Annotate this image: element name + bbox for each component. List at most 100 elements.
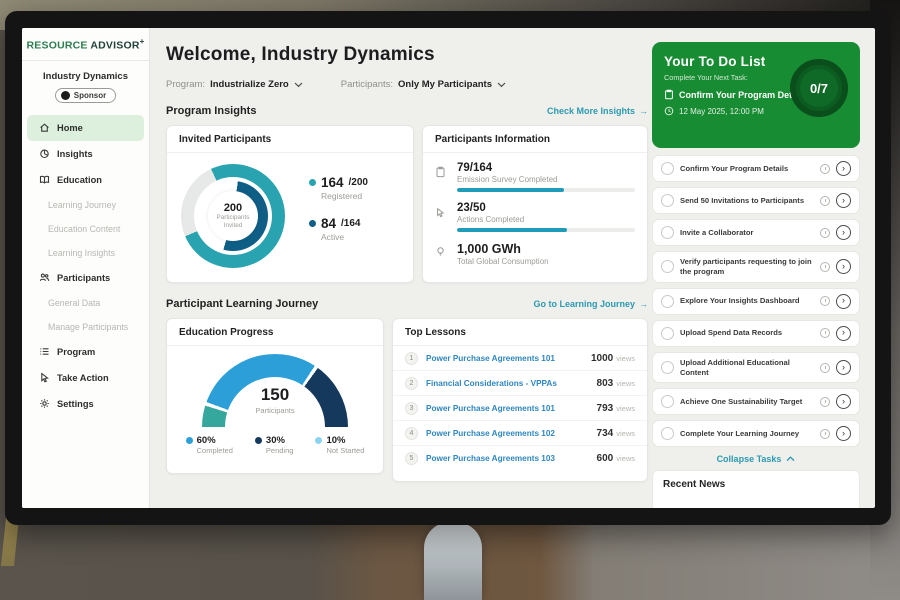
sidebar-item-home[interactable]: Home [27,114,144,141]
completed-value: 60% [196,435,216,446]
collapse-tasks-link[interactable]: Collapse Tasks [652,454,860,464]
sidebar-item-insights[interactable]: Insights [22,141,149,167]
chevron-down-icon [294,82,303,87]
completed-label: Completed [196,446,233,455]
sidebar: RESOURCE ADVISOR+ Industry Dynamics Spon… [22,28,150,508]
action-cursor-icon [437,207,445,218]
sidebar-item-label: Manage Participants [48,321,129,332]
chevron-right-icon[interactable]: › [836,161,851,176]
sidebar-item-take-action[interactable]: Take Action [22,365,149,391]
task-item[interactable]: Send 50 Invitations to Participants › [652,187,860,214]
chevron-right-icon[interactable]: › [836,394,851,410]
task-item[interactable]: Upload Additional Educational Content › [652,351,860,384]
recent-news-section: Recent News [652,470,860,508]
task-item[interactable]: Complete Your Learning Journey › [652,420,860,448]
lesson-link[interactable]: Power Purchase Agreements 101 [426,353,555,363]
card-title: Education Progress [167,319,383,346]
learning-journey-header: Participant Learning Journey Go to Learn… [166,298,648,310]
page-title: Welcome, Industry Dynamics [166,44,435,65]
lesson-views-value: 734 [596,427,614,439]
sponsor-badge[interactable]: Sponsor [54,87,117,103]
lesson-link[interactable]: Power Purchase Agreements 103 [426,453,555,463]
check-more-insights-link[interactable]: Check More Insights → [547,106,648,116]
home-icon [40,123,49,132]
sidebar-item-program[interactable]: Program [22,339,149,365]
main-content: Welcome, Industry Dynamics Program: Indu… [150,28,652,508]
todo-next-task-label: Confirm Your Program Details [679,89,808,100]
book-icon [39,175,50,184]
task-clock-icon [820,328,830,339]
todo-progress-badge: 0/7 [790,59,848,117]
chevron-right-icon[interactable]: › [836,293,851,309]
chevron-right-icon[interactable]: › [836,360,851,376]
sponsor-badge-icon [60,90,70,100]
monitor-bezel: RESOURCE ADVISOR+ Industry Dynamics Spon… [5,11,891,525]
lesson-row: 4 Power Purchase Agreements 102 734 view… [393,421,647,446]
recent-news-title: Recent News [663,479,726,491]
chevron-right-icon[interactable]: › [836,259,851,275]
lesson-views-label: views [616,453,635,463]
task-clock-icon [820,195,830,206]
task-item[interactable]: Confirm Your Program Details › [652,155,860,182]
education-progress-card: Education Progress 150 Participants 60% … [166,318,384,474]
chevron-right-icon[interactable]: › [836,225,851,240]
task-clock-icon [820,396,830,407]
divider [22,59,149,61]
filter-bar: Program: Industrialize Zero Participants… [166,79,652,90]
lesson-rank: 3 [405,401,418,415]
sidebar-item-education-content[interactable]: Education Content [22,217,149,241]
chevron-up-icon [786,456,795,462]
task-checkbox[interactable] [661,162,674,175]
sidebar-item-participants[interactable]: Participants [22,265,149,291]
task-checkbox[interactable] [661,326,674,340]
pending-dot-icon [254,437,262,444]
chevron-right-icon[interactable]: › [836,325,851,341]
sidebar-item-general-data[interactable]: General Data [22,291,149,315]
not-started-value: 10% [326,435,346,446]
task-checkbox[interactable] [661,294,674,308]
task-label: Achieve One Sustainability Target [680,397,803,406]
task-checkbox[interactable] [661,194,674,207]
task-item[interactable]: Verify participants requesting to join t… [652,251,860,283]
lesson-rank: 1 [405,351,418,365]
task-checkbox[interactable] [661,427,674,441]
sidebar-item-settings[interactable]: Settings [22,391,149,417]
task-checkbox[interactable] [661,395,674,409]
task-checkbox[interactable] [661,361,674,375]
task-checkbox[interactable] [661,226,674,239]
sidebar-item-education[interactable]: Education [22,167,149,193]
lesson-link[interactable]: Financial Considerations - VPPAs [426,378,557,388]
sidebar-item-learning-journey[interactable]: Learning Journey [22,193,149,217]
sidebar-item-manage-participants[interactable]: Manage Participants [22,315,149,339]
chevron-right-icon[interactable]: › [836,193,851,208]
sidebar-item-learning-insights[interactable]: Learning Insights [22,241,149,265]
program-insights-header: Program Insights Check More Insights → [166,105,648,117]
sidebar-item-label: Program [57,346,96,357]
gauge-center-label: Participants [255,406,295,415]
sidebar-program-name: Industry Dynamics [43,70,128,82]
card-title: Top Lessons [393,319,647,346]
todo-due: 12 May 2025, 12:00 PM [664,106,848,116]
task-item[interactable]: Achieve One Sustainability Target › [652,388,860,416]
task-checkbox[interactable] [661,260,674,274]
lesson-row: 1 Power Purchase Agreements 101 1000 vie… [393,346,647,371]
task-item[interactable]: Upload Spend Data Records › [652,319,860,347]
logo-text-secondary: ADVISOR [90,39,140,52]
chevron-down-icon [497,82,506,87]
invited-card-body: 200 Participants Invited 164/200 Registe… [167,153,413,268]
program-filter[interactable]: Program: Industrialize Zero [166,79,303,90]
sidebar-item-label: Learning Insights [48,247,115,258]
todo-due-label: 12 May 2025, 12:00 PM [679,106,764,116]
bulb-icon [437,247,444,256]
go-to-learning-journey-link[interactable]: Go to Learning Journey → [533,299,648,309]
task-item[interactable]: Explore Your Insights Dashboard › [652,287,860,315]
chevron-right-icon[interactable]: › [836,426,851,442]
stat-value: 23/50 [457,202,486,214]
emission-survey-stat: 79/164 Emission Survey Completed [435,162,635,192]
task-item[interactable]: Invite a Collaborator › [652,219,860,246]
gear-icon [40,399,49,408]
participants-filter[interactable]: Participants: Only My Participants [341,79,506,90]
stat-label: Emission Survey Completed [457,175,558,184]
lesson-link[interactable]: Power Purchase Agreements 101 [426,403,555,413]
lesson-link[interactable]: Power Purchase Agreements 102 [426,428,555,438]
